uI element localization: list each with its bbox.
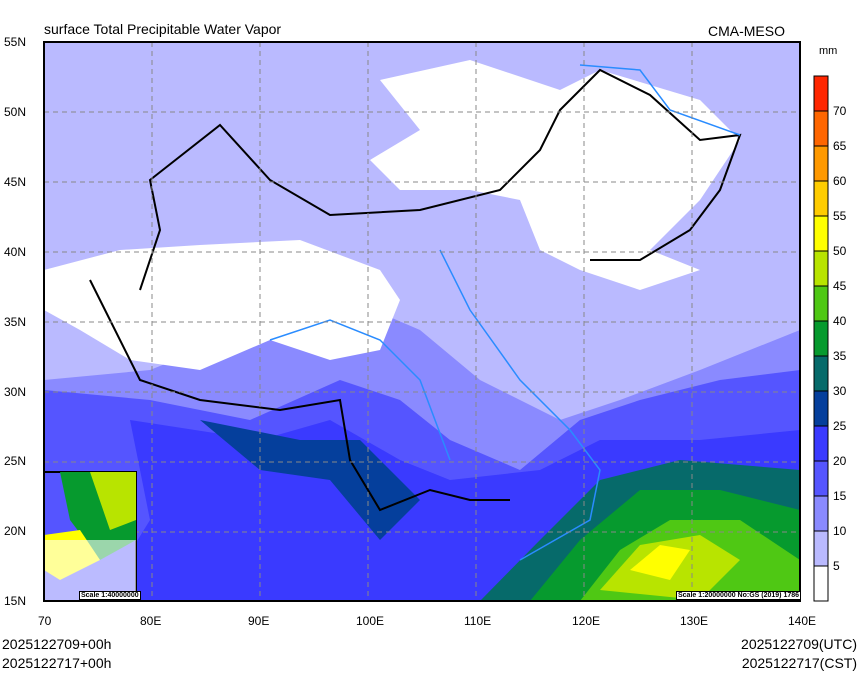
colorbar-swatch [813,495,829,532]
valid-time: 2025122717+00h [2,655,112,671]
scale-label-main: Scale 1:20000000 No:GS (2019) 1786 [676,591,802,600]
colorbar-label: 10 [833,524,847,538]
colorbar-label: 60 [833,174,847,188]
colorbar-swatch [813,180,829,217]
colorbar-swatch [813,215,829,252]
colorbar-label: 25 [833,419,847,433]
colorbar-swatch [813,355,829,392]
scale-label-inset: Scale 1:40000000 [79,591,141,600]
lat-label: 40N [4,244,27,259]
colorbar-swatch [813,460,829,497]
colorbar-label: 65 [833,139,847,153]
colorbar-swatch [813,530,829,567]
colorbar-swatch [813,145,829,182]
colorbar-swatch [813,110,829,147]
colorbar-label: 30 [833,384,847,398]
lon-label: 90E [248,614,270,628]
graticule [44,42,800,601]
lon-label: 80E [140,614,162,628]
colorbar-swatch [813,320,829,357]
colorbar-label: 45 [833,279,847,293]
init-time-utc: 2025122709(UTC) [741,636,857,652]
colorbar-swatch [813,250,829,287]
colorbar-label: 5 [833,559,840,573]
colorbar-label: 15 [833,489,847,503]
lon-label: 100E [356,614,385,628]
colorbar-label: 50 [833,244,847,258]
colorbar-swatch [813,75,829,112]
lat-label: 55N [4,35,27,49]
init-time: 2025122709+00h [2,636,112,652]
colorbar-swatch [813,425,829,462]
colorbar-units: mm [819,45,838,57]
map-fields [44,42,800,601]
lat-label: 50N [4,104,27,119]
model-name: CMA-MESO [708,23,785,39]
lat-label: 15N [4,594,27,609]
lon-label: 70 [38,614,52,628]
lat-label: 25N [4,454,27,469]
colorbar-swatch [813,285,829,322]
colorbar-label: 40 [833,314,847,328]
map-title: surface Total Precipitable Water Vapor [44,21,282,37]
lat-label: 45N [4,174,27,189]
inset-map [44,471,137,601]
colorbar-label: 55 [833,209,847,223]
valid-time-cst: 2025122717(CST) [741,655,857,671]
colorbar-label: 70 [833,104,847,118]
lon-label: 110E [464,614,492,628]
lat-label: 35N [4,314,27,329]
colorbar [813,75,829,602]
lat-label: 30N [4,384,27,399]
lon-label: 140E [788,614,817,628]
lat-label: 20N [4,524,27,539]
colorbar-label: 35 [833,349,847,363]
colorbar-swatch [813,565,829,602]
colorbar-label: 20 [833,454,847,468]
lon-label: 120E [572,614,601,628]
lon-label: 130E [680,614,709,628]
colorbar-swatch [813,390,829,427]
